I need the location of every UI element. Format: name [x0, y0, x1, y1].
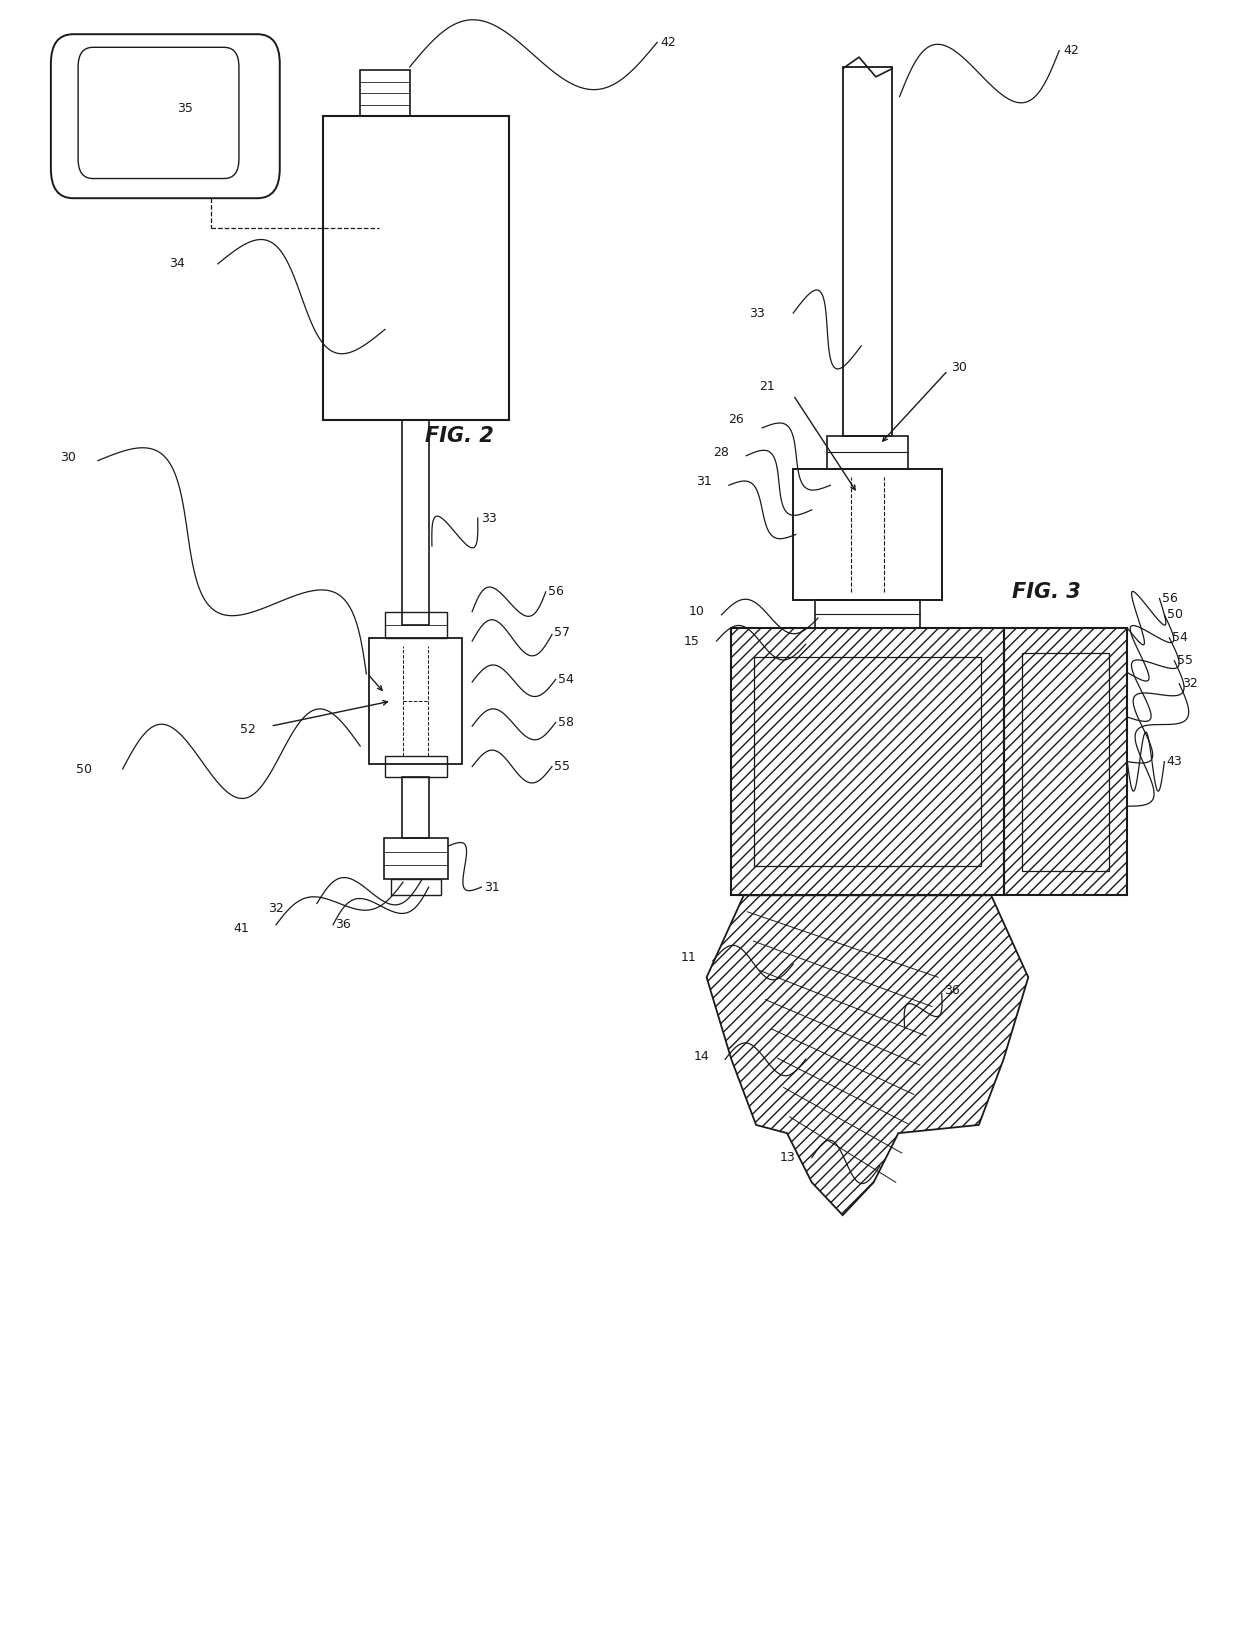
Bar — [1022, 652, 1109, 871]
Text: 35: 35 — [177, 102, 192, 115]
Bar — [843, 67, 893, 435]
Text: FIG. 2: FIG. 2 — [425, 426, 494, 445]
Text: 21: 21 — [759, 380, 775, 393]
Text: 50: 50 — [1167, 608, 1183, 621]
Text: 32: 32 — [1182, 677, 1198, 690]
Bar — [402, 419, 429, 624]
Text: 57: 57 — [554, 626, 570, 639]
Polygon shape — [707, 895, 1028, 1216]
Text: 13: 13 — [780, 1152, 796, 1165]
Text: 31: 31 — [484, 881, 500, 894]
Bar — [1003, 628, 1127, 895]
Text: 42: 42 — [1063, 44, 1079, 58]
Bar — [732, 628, 1003, 895]
Bar — [370, 637, 463, 764]
Bar — [794, 468, 941, 600]
Text: 28: 28 — [713, 445, 729, 458]
Text: 56: 56 — [1162, 591, 1178, 605]
Text: 58: 58 — [558, 716, 574, 729]
Bar — [324, 117, 508, 419]
Text: 55: 55 — [554, 761, 570, 774]
Bar — [1003, 628, 1127, 895]
Text: FIG. 3: FIG. 3 — [1013, 582, 1081, 601]
Text: 41: 41 — [233, 922, 249, 935]
Text: 31: 31 — [696, 475, 712, 488]
Text: 15: 15 — [683, 634, 699, 647]
Bar — [732, 628, 1003, 895]
Bar — [754, 657, 981, 866]
Bar — [384, 611, 446, 637]
Bar — [827, 435, 908, 468]
Text: 30: 30 — [60, 450, 76, 463]
Text: 34: 34 — [169, 258, 185, 271]
FancyBboxPatch shape — [78, 48, 239, 179]
Text: 54: 54 — [558, 674, 574, 687]
Bar — [391, 879, 440, 895]
Text: 50: 50 — [76, 762, 92, 775]
Text: 33: 33 — [749, 307, 765, 319]
Text: 32: 32 — [268, 902, 284, 915]
Text: 11: 11 — [681, 951, 697, 964]
FancyBboxPatch shape — [51, 35, 280, 199]
Text: 14: 14 — [693, 1050, 709, 1063]
Text: 26: 26 — [728, 412, 744, 426]
Bar — [402, 777, 429, 838]
Bar — [360, 71, 409, 117]
Text: 33: 33 — [481, 511, 497, 524]
Bar — [815, 600, 920, 628]
Text: 10: 10 — [688, 605, 704, 618]
Text: 36: 36 — [336, 918, 351, 932]
Text: 54: 54 — [1172, 631, 1188, 644]
Bar — [383, 838, 448, 879]
Text: 30: 30 — [951, 361, 967, 373]
Text: 43: 43 — [1167, 756, 1183, 769]
Text: 55: 55 — [1177, 654, 1193, 667]
Text: 56: 56 — [548, 585, 564, 598]
Bar — [384, 756, 446, 777]
Text: 52: 52 — [239, 723, 255, 736]
Text: 42: 42 — [661, 36, 677, 49]
Text: 36: 36 — [944, 984, 960, 997]
